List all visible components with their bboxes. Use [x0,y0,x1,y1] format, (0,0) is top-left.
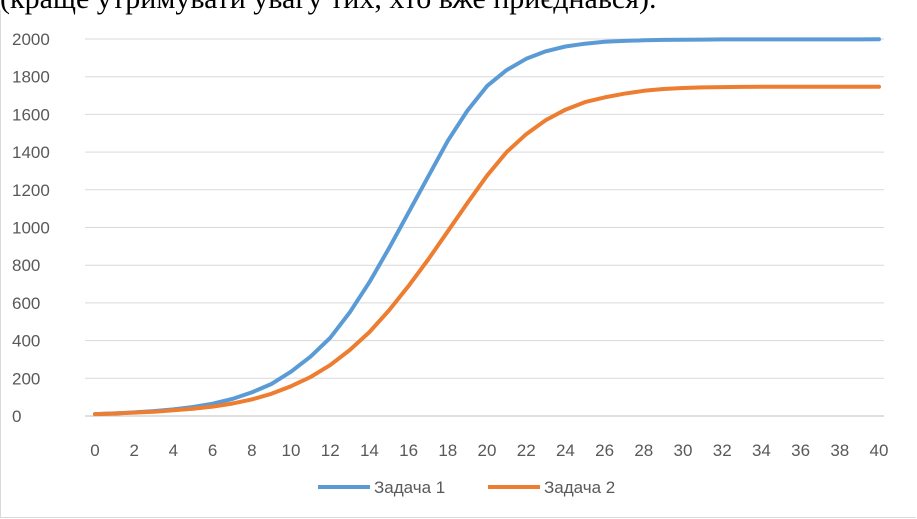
series-lines [93,37,881,417]
x-tick-label: 12 [321,441,340,460]
series-line-1 [93,37,881,417]
x-tick-label: 22 [517,441,536,460]
x-tick-label: 36 [791,441,810,460]
x-tick-label: 20 [478,441,497,460]
x-tick-label: 34 [752,441,771,460]
x-tick-label: 26 [595,441,614,460]
x-tick-label: 30 [674,441,693,460]
y-tick-label: 1000 [12,219,50,238]
x-tick-label: 10 [282,441,301,460]
legend-label-1: Задача 1 [374,478,445,497]
y-tick-label: 600 [12,294,40,313]
y-tick-label: 800 [12,256,40,275]
page-caption: (краще утримувати увагу тих, хто вже при… [0,0,917,14]
x-tick-label: 0 [90,441,99,460]
x-tick-label: 4 [169,441,178,460]
chart-frame [0,10,916,518]
x-tick-label: 14 [360,441,379,460]
x-tick-label: 38 [830,441,849,460]
series-line-2 [93,84,881,417]
x-tick-label: 28 [634,441,653,460]
x-axis-ticks: 0 2 4 6 8 10 12 14 16 18 20 22 24 26 28 30 32 34 36 38 40 [90,441,888,460]
x-tick-label: 32 [713,441,732,460]
y-tick-label: 1600 [12,105,50,124]
gridlines [85,38,884,417]
y-tick-label: 1200 [12,181,50,200]
y-tick-label: 0 [12,407,21,426]
x-tick-label: 2 [129,441,138,460]
x-tick-label: 6 [208,441,217,460]
y-tick-label: 2000 [12,30,50,49]
legend: Задача 1 Задача 2 [318,478,615,497]
x-tick-label: 8 [247,441,256,460]
y-axis-ticks: 0 200 400 600 800 1000 1200 1400 1600 1800 2000 [12,30,50,426]
y-tick-label: 200 [12,369,40,388]
y-tick-label: 1400 [12,143,50,162]
legend-label-2: Задача 2 [544,478,615,497]
y-tick-label: 400 [12,332,40,351]
x-tick-label: 24 [556,441,575,460]
x-tick-label: 40 [870,441,889,460]
x-tick-label: 18 [438,441,457,460]
x-tick-label: 16 [399,441,418,460]
y-tick-label: 1800 [12,68,50,87]
